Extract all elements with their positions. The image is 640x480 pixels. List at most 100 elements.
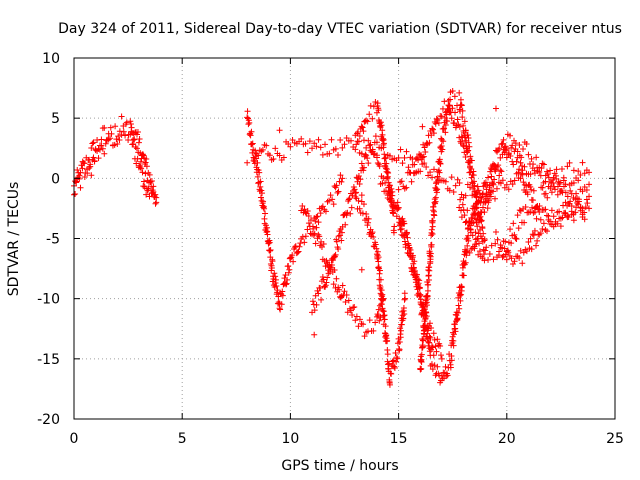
- data-point: [343, 292, 350, 299]
- data-point: [400, 315, 407, 322]
- data-point: [311, 230, 318, 237]
- data-point: [286, 266, 293, 273]
- data-point: [483, 244, 490, 251]
- data-point: [398, 178, 405, 185]
- data-point: [72, 190, 79, 197]
- data-point: [427, 169, 434, 176]
- data-point: [88, 172, 95, 179]
- data-point: [244, 108, 251, 115]
- data-point: [429, 366, 436, 373]
- data-point: [391, 363, 398, 370]
- data-point: [401, 220, 408, 227]
- data-point: [459, 134, 466, 141]
- data-point: [483, 191, 490, 198]
- data-point: [317, 210, 324, 217]
- data-point: [510, 161, 517, 168]
- data-point: [423, 163, 430, 170]
- data-point: [284, 276, 291, 283]
- data-point: [517, 247, 524, 254]
- data-point: [428, 361, 435, 368]
- data-point: [130, 141, 137, 148]
- data-point: [460, 258, 467, 265]
- data-point: [437, 160, 444, 167]
- data-point: [338, 237, 345, 244]
- data-point: [115, 133, 122, 140]
- chart-title: Day 324 of 2011, Sidereal Day-to-day VTE…: [58, 21, 622, 37]
- data-point: [434, 116, 441, 123]
- data-point: [441, 114, 448, 121]
- data-point: [518, 163, 525, 170]
- data-point: [510, 220, 517, 227]
- data-point: [499, 177, 506, 184]
- y-tick-label: 5: [51, 111, 60, 127]
- data-point: [421, 144, 428, 151]
- data-point: [550, 179, 557, 186]
- data-point: [567, 187, 574, 194]
- data-point: [313, 143, 320, 150]
- data-point: [417, 366, 424, 373]
- data-point: [562, 209, 569, 216]
- data-point: [464, 132, 471, 139]
- data-point: [514, 212, 521, 219]
- data-point: [137, 164, 144, 171]
- data-point: [422, 309, 429, 316]
- data-point: [360, 128, 367, 135]
- data-point: [440, 138, 447, 145]
- data-point: [533, 242, 540, 249]
- data-point: [276, 152, 283, 159]
- data-point: [378, 287, 385, 294]
- data-point: [389, 188, 396, 195]
- data-point: [374, 160, 381, 167]
- data-point: [568, 211, 575, 218]
- data-point: [439, 146, 446, 153]
- data-point: [276, 127, 283, 134]
- data-point: [352, 317, 359, 324]
- data-point: [471, 205, 478, 212]
- data-point: [482, 198, 489, 205]
- data-point: [360, 321, 367, 328]
- data-point: [363, 210, 370, 217]
- data-point: [523, 141, 530, 148]
- data-point: [536, 168, 543, 175]
- data-point: [488, 173, 495, 180]
- data-point: [250, 157, 257, 164]
- data-point: [455, 302, 462, 309]
- data-point: [380, 174, 387, 181]
- data-point: [98, 136, 105, 143]
- data-point: [425, 172, 432, 179]
- data-point: [489, 180, 496, 187]
- data-point: [418, 365, 425, 372]
- data-point: [490, 188, 497, 195]
- data-point: [404, 234, 411, 241]
- data-point: [498, 168, 505, 175]
- data-point: [435, 179, 442, 186]
- data-point: [479, 190, 486, 197]
- data-point: [373, 139, 380, 146]
- data-point: [257, 178, 264, 185]
- data-point: [405, 242, 412, 249]
- data-point: [153, 194, 160, 201]
- data-point: [429, 223, 436, 230]
- data-point: [556, 180, 563, 187]
- data-point: [507, 152, 514, 159]
- data-point: [488, 242, 495, 249]
- data-point: [575, 201, 582, 208]
- data-point: [583, 187, 590, 194]
- data-point: [471, 178, 478, 185]
- data-point: [266, 247, 273, 254]
- data-point: [467, 184, 474, 191]
- data-point: [312, 240, 319, 247]
- data-point: [319, 151, 326, 158]
- data-point: [338, 229, 345, 236]
- data-point: [553, 175, 560, 182]
- data-point: [394, 355, 401, 362]
- data-point: [304, 149, 311, 156]
- data-point: [382, 323, 389, 330]
- x-tick-label: 25: [606, 431, 624, 447]
- data-point: [403, 230, 410, 237]
- data-point: [372, 133, 379, 140]
- data-point: [548, 207, 555, 214]
- data-point: [91, 157, 98, 164]
- data-point: [396, 346, 403, 353]
